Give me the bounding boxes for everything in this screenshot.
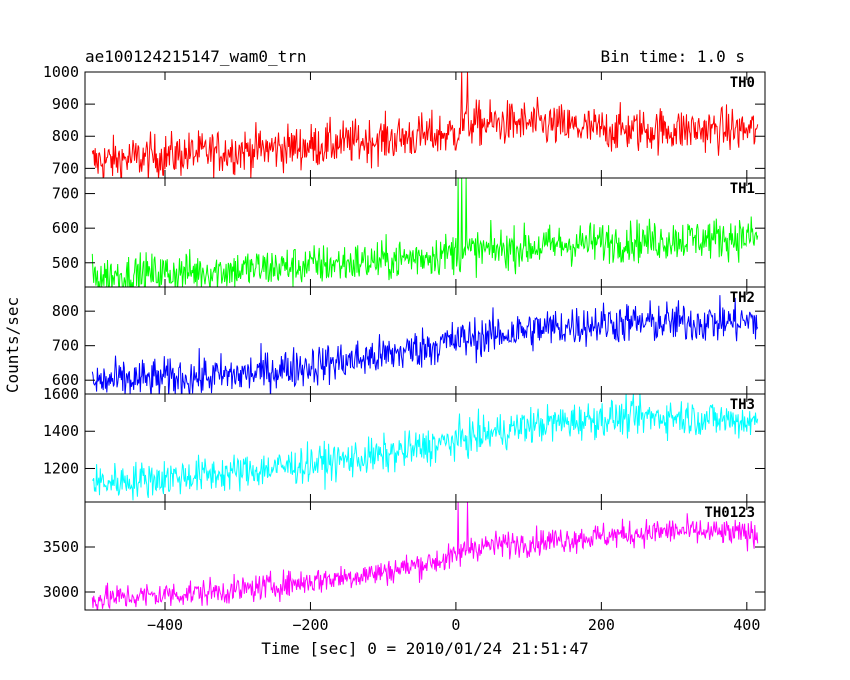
panel-label: TH3 xyxy=(730,397,755,413)
bin-time-label: Bin time: 1.0 s xyxy=(601,47,746,66)
y-tick-label: 1600 xyxy=(43,385,79,403)
x-tick-label: −400 xyxy=(147,616,183,634)
panel-frame xyxy=(84,501,766,611)
y-tick-label: 800 xyxy=(52,127,79,145)
panel-th0123: 3000 3500 TH0123 xyxy=(43,501,766,611)
panel-th3: 1200 1400 1600 TH3 xyxy=(43,385,766,503)
y-tick-label: 900 xyxy=(52,95,79,113)
series-line-th3 xyxy=(91,394,759,501)
y-tick-label: 3500 xyxy=(43,538,79,556)
panel-th0: 700 800 900 1000 TH0 xyxy=(43,63,766,179)
series-line-th0 xyxy=(91,72,759,178)
series-line-th0123 xyxy=(91,502,759,610)
y-axis-label: Counts/sec xyxy=(3,297,22,393)
y-tick-label: 600 xyxy=(52,371,79,389)
y-tick-label: 700 xyxy=(52,159,79,177)
x-tick-label: 200 xyxy=(588,616,615,634)
y-tick-label: 1200 xyxy=(43,459,79,477)
x-tick-label: −200 xyxy=(292,616,328,634)
panel-frame xyxy=(84,286,766,395)
y-tick-label: 800 xyxy=(52,302,79,320)
x-tick-label: 400 xyxy=(733,616,760,634)
panel-label: TH0 xyxy=(730,75,755,91)
panel-label: TH0123 xyxy=(704,505,755,521)
y-tick-label: 1400 xyxy=(43,422,79,440)
panel-th2: 600 700 800 TH2 xyxy=(52,286,766,395)
y-tick-label: 500 xyxy=(52,254,79,272)
y-tick-label: 700 xyxy=(52,337,79,355)
panel-th1: 500 600 700 TH1 xyxy=(52,177,766,288)
series-line-th1 xyxy=(91,178,759,287)
x-tick-label: 0 xyxy=(451,616,460,634)
x-axis-label: Time [sec] 0 = 2010/01/24 21:51:47 xyxy=(261,639,589,658)
y-tick-label: 1000 xyxy=(43,63,79,81)
series-line-th2 xyxy=(91,295,759,394)
panel-label: TH1 xyxy=(730,181,755,197)
chart-title: ae100124215147_wam0_trn xyxy=(85,47,307,66)
x-axis: −400 −200 0 200 400 xyxy=(147,616,760,634)
y-tick-label: 3000 xyxy=(43,583,79,601)
y-tick-label: 700 xyxy=(52,185,79,203)
y-tick-label: 600 xyxy=(52,219,79,237)
panels-group: 700 800 900 1000 TH0 500 600 700 TH1 600 700 800 TH2… xyxy=(43,63,766,611)
panel-label: TH2 xyxy=(730,290,755,306)
